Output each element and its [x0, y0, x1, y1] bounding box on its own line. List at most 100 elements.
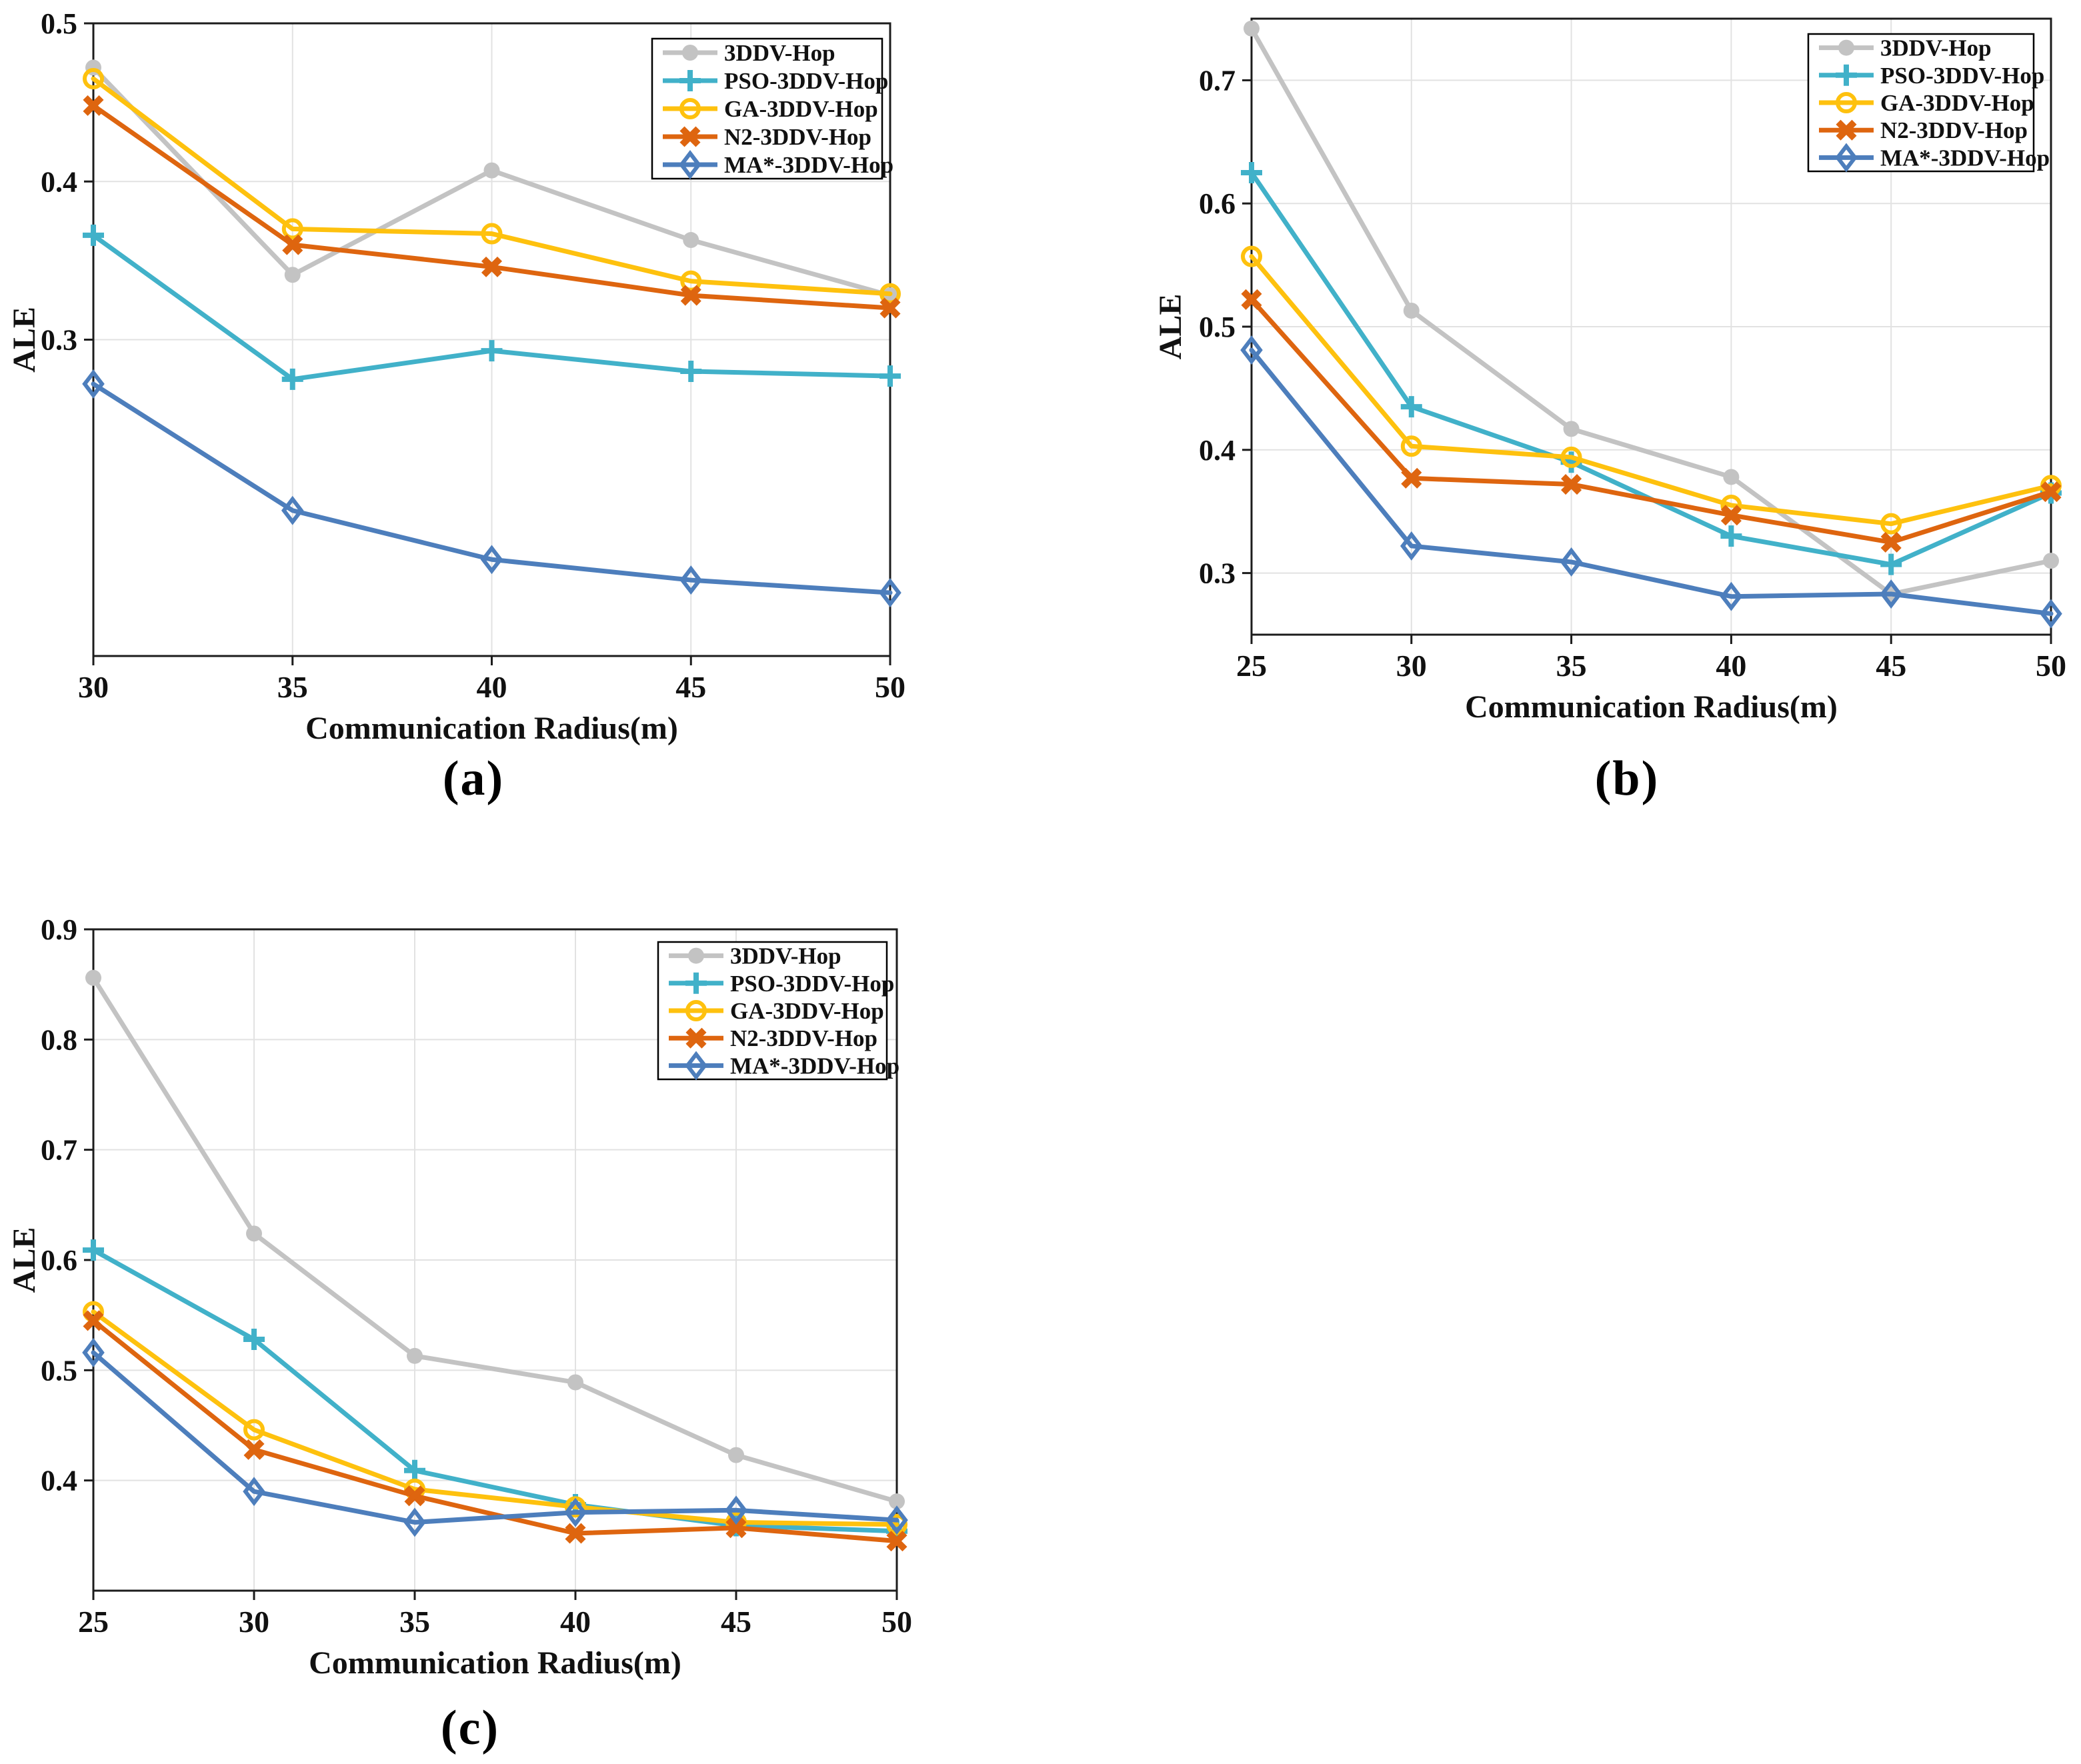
- series-marker-MA*-3DDV-Hop-shape: [1560, 547, 1583, 577]
- series-marker-GA-3DDV-Hop-shape: [680, 270, 702, 292]
- y-tick-label: 0.6: [1199, 187, 1236, 220]
- y-axis-label: ALE: [7, 307, 42, 373]
- series-marker-N2-3DDV-Hop: [725, 1517, 747, 1539]
- series-marker-N2-3DDV-Hop: [2040, 481, 2062, 503]
- series-marker-GA-3DDV-Hop: [1560, 446, 1582, 468]
- legend-marker-MA*-3DDV-Hop-shape: [685, 1051, 707, 1081]
- series-marker-3DDV-Hop: [1244, 20, 1260, 37]
- legend-marker-3DDV-Hop-shape: [688, 947, 704, 964]
- series-marker-PSO-3DDV-Hop: [1720, 525, 1742, 547]
- legend-label-3DDV-Hop: 3DDV-Hop: [730, 943, 841, 969]
- series-marker-MA*-3DDV-Hop-shape: [879, 578, 901, 608]
- series-marker-GA-3DDV-Hop-shape: [879, 283, 901, 305]
- series-marker-MA*-3DDV-Hop-shape: [82, 1337, 105, 1367]
- legend-label-GA-3DDV-Hop: GA-3DDV-Hop: [724, 96, 878, 122]
- series-marker-MA*-3DDV-Hop: [1720, 581, 1743, 611]
- series-marker-3DDV-Hop-shape: [85, 969, 101, 986]
- series-line-PSO-3DDV-Hop: [91, 1247, 899, 1534]
- legend-marker-N2-3DDV-Hop-shape: [1836, 119, 1857, 141]
- x-tick-label: 35: [277, 670, 308, 704]
- series-marker-GA-3DDV-Hop-shape: [83, 68, 104, 90]
- series-line-3DDV-Hop: [1249, 26, 2054, 597]
- legend-marker-PSO-3DDV-Hop: [1836, 64, 1857, 86]
- legend-marker-3DDV-Hop: [682, 45, 698, 61]
- series-line-N2-3DDV-Hop: [91, 1318, 899, 1544]
- series-marker-3DDV-Hop-shape: [2043, 553, 2059, 569]
- series-line-GA-3DDV-Hop: [91, 1309, 899, 1527]
- legend-label-GA-3DDV-Hop: GA-3DDV-Hop: [730, 998, 884, 1024]
- x-tick-label: 30: [78, 670, 109, 704]
- series-marker-GA-3DDV-Hop-shape: [1880, 513, 1902, 535]
- series-marker-MA*-3DDV-Hop: [1880, 579, 1902, 609]
- y-tick-label: 0.7: [41, 1134, 77, 1167]
- series-marker-N2-3DDV-Hop: [83, 1310, 104, 1331]
- legend-marker-3DDV-Hop-shape: [682, 45, 698, 61]
- series-marker-GA-3DDV-Hop: [1241, 245, 1262, 267]
- legend-marker-PSO-3DDV-Hop: [679, 70, 701, 91]
- series-marker-MA*-3DDV-Hop-shape: [403, 1507, 426, 1537]
- series-marker-GA-3DDV-Hop: [83, 68, 104, 90]
- series-marker-N2-3DDV-Hop-shape: [1880, 531, 1902, 553]
- series-marker-MA*-3DDV-Hop-shape: [1240, 335, 1263, 365]
- series-marker-MA*-3DDV-Hop-shape: [679, 565, 703, 595]
- series-marker-MA*-3DDV-Hop-shape: [480, 545, 503, 575]
- series-marker-MA*-3DDV-Hop: [725, 1495, 747, 1525]
- series-marker-MA*-3DDV-Hop: [2040, 599, 2062, 629]
- series-marker-N2-3DDV-Hop-shape: [243, 1439, 265, 1460]
- series-marker-PSO-3DDV-Hop: [680, 360, 702, 382]
- series-marker-MA*-3DDV-Hop-shape: [725, 1495, 747, 1525]
- series-marker-GA-3DDV-Hop: [243, 1419, 265, 1441]
- series-marker-3DDV-Hop: [85, 969, 101, 986]
- y-axis-label: ALE: [1153, 294, 1188, 360]
- series-marker-3DDV-Hop: [2043, 553, 2059, 569]
- series-marker-N2-3DDV-Hop-shape: [83, 95, 104, 116]
- series-marker-3DDV-Hop: [284, 267, 301, 283]
- legend-marker-N2-3DDV-Hop: [679, 126, 701, 147]
- series-marker-PSO-3DDV-Hop: [243, 1329, 265, 1351]
- chart-a: 30 35 40 45 50 0.3 0.4 0.5 Communication Radius(…: [0, 0, 1040, 867]
- legend-marker-3DDV-Hop: [688, 947, 704, 964]
- legend-marker-3DDV-Hop-shape: [1838, 39, 1854, 56]
- legend-label-N2-3DDV-Hop: N2-3DDV-Hop: [1880, 117, 2028, 143]
- series-marker-N2-3DDV-Hop: [1241, 289, 1262, 310]
- series-marker-MA*-3DDV-Hop-shape: [2040, 599, 2062, 629]
- x-tick-label: 50: [881, 1605, 912, 1639]
- series-marker-PSO-3DDV-Hop: [83, 1239, 104, 1261]
- series-marker-MA*-3DDV-Hop: [82, 369, 105, 399]
- legend-marker-N2-3DDV-Hop-shape: [679, 126, 701, 147]
- series-marker-MA*-3DDV-Hop: [564, 1497, 587, 1527]
- legend-marker-3DDV-Hop: [1838, 39, 1854, 56]
- series-marker-N2-3DDV-Hop-shape: [1401, 467, 1422, 489]
- series-marker-N2-3DDV-Hop: [565, 1523, 586, 1544]
- series-marker-GA-3DDV-Hop: [680, 270, 702, 292]
- series-marker-MA*-3DDV-Hop: [1240, 335, 1263, 365]
- series-marker-GA-3DDV-Hop-shape: [1560, 446, 1582, 468]
- series-marker-N2-3DDV-Hop: [1880, 531, 1902, 553]
- legend-marker-MA*-3DDV-Hop-shape: [679, 150, 701, 179]
- x-tick-label: 25: [1236, 649, 1267, 683]
- series-marker-GA-3DDV-Hop-shape: [1241, 245, 1262, 267]
- legend-label-PSO-3DDV-Hop: PSO-3DDV-Hop: [730, 971, 894, 997]
- x-axis-label: Communication Radius(m): [309, 1645, 681, 1681]
- series-marker-N2-3DDV-Hop: [879, 297, 901, 319]
- series-line-GA-3DDV-Hop: [91, 76, 893, 297]
- series-marker-3DDV-Hop-shape: [683, 232, 699, 249]
- series-marker-3DDV-Hop-shape: [1244, 20, 1260, 37]
- x-tick-label: 25: [78, 1605, 109, 1639]
- legend-marker-GA-3DDV-Hop-shape: [685, 1000, 707, 1021]
- series-marker-GA-3DDV-Hop: [1400, 435, 1422, 457]
- series-marker-3DDV-Hop-shape: [1403, 302, 1420, 319]
- x-tick-label: 50: [875, 670, 905, 704]
- series-marker-GA-3DDV-Hop: [481, 223, 503, 245]
- y-tick-label: 0.9: [41, 913, 77, 946]
- series-marker-3DDV-Hop-shape: [483, 162, 500, 179]
- legend-marker-MA*-3DDV-Hop: [685, 1051, 707, 1081]
- series-marker-N2-3DDV-Hop-shape: [481, 256, 503, 277]
- legend-label-GA-3DDV-Hop: GA-3DDV-Hop: [1880, 90, 2034, 116]
- series-marker-MA*-3DDV-Hop: [281, 495, 304, 525]
- series-marker-MA*-3DDV-Hop-shape: [885, 1505, 908, 1535]
- y-tick-label: 0.5: [41, 7, 77, 40]
- caption-a: (a): [442, 751, 505, 806]
- y-tick-label: 0.7: [1199, 64, 1236, 97]
- series-marker-N2-3DDV-Hop-shape: [83, 1310, 104, 1331]
